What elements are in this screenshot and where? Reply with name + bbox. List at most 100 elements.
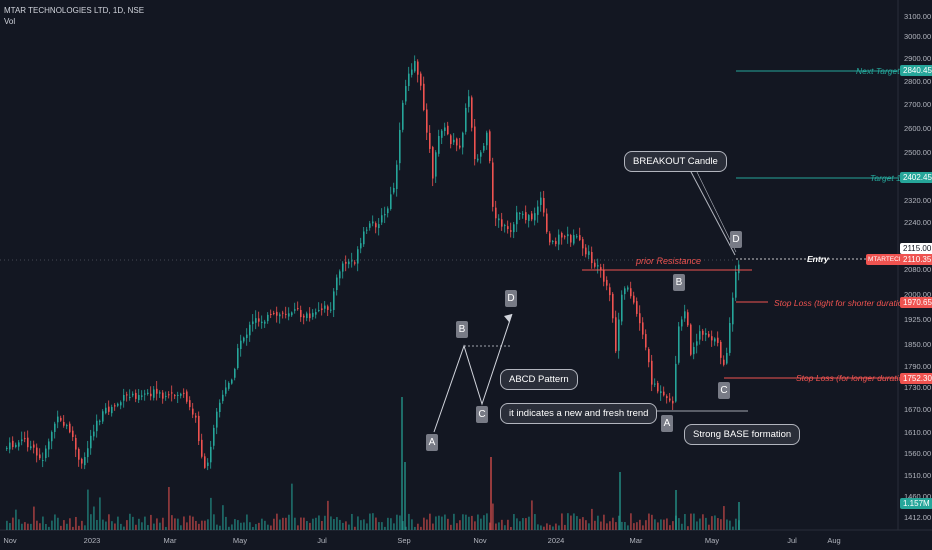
candle-body — [615, 317, 617, 352]
volume-bar — [258, 522, 260, 530]
volume-bar — [636, 522, 638, 530]
symbol-title[interactable]: MTAR TECHNOLOGIES LTD, 1D, NSE — [4, 6, 145, 15]
candle-body — [72, 430, 74, 438]
abcd-pattern-callout[interactable]: ABCD Pattern — [500, 369, 578, 390]
volume-bar — [570, 515, 572, 530]
stop-loss-longer-label: Stop Loss (for longer duration) — [796, 373, 911, 383]
candle-body — [57, 416, 59, 423]
candle-body — [564, 236, 566, 238]
candle-body — [600, 267, 602, 271]
candle-body — [621, 294, 623, 322]
volume-bar — [57, 517, 59, 530]
candle-body — [336, 277, 338, 291]
volume-bar — [645, 520, 647, 530]
time-tick-label: Aug — [827, 536, 840, 545]
candle-body — [423, 83, 425, 110]
volume-indicator-label[interactable]: Vol — [4, 17, 16, 26]
volume-bar — [561, 513, 563, 530]
volume-bar — [78, 525, 80, 530]
price-tick-label: 3100.00 — [904, 12, 931, 21]
volume-bar — [147, 525, 149, 530]
price-tick-label: 1730.00 — [904, 383, 931, 392]
candle-body — [735, 272, 737, 298]
volume-bar — [108, 514, 110, 530]
candle-body — [612, 293, 614, 319]
volume-bar — [300, 517, 302, 530]
volume-bar — [450, 524, 452, 530]
volume-bar — [207, 519, 209, 530]
candle-body — [393, 188, 395, 193]
candle-body — [204, 456, 206, 468]
time-tick-label: Jul — [787, 536, 797, 545]
candle-body — [627, 287, 629, 290]
volume-bar — [531, 500, 533, 530]
volume-bar — [126, 520, 128, 530]
volume-bar — [606, 523, 608, 530]
last-price-tag: 2110.35 — [900, 254, 932, 265]
volume-bar-spike — [490, 457, 492, 530]
volume-bar — [507, 519, 509, 530]
volume-bar — [279, 519, 281, 530]
volume-bar — [486, 513, 488, 530]
volume-bar — [168, 487, 170, 530]
volume-bar — [132, 516, 134, 530]
candle-body — [684, 311, 686, 319]
candle-body — [555, 241, 557, 244]
candle-body — [462, 132, 464, 148]
candle-body — [432, 147, 434, 179]
candle-body — [504, 225, 506, 227]
volume-bar — [192, 516, 194, 530]
volume-bar — [180, 525, 182, 530]
candle-body — [156, 388, 158, 394]
volume-bar — [336, 517, 338, 530]
time-axis[interactable]: Nov 2023 Mar May Jul Sep Nov 2024 Mar May Jul Aug — [3, 536, 840, 545]
candle-body — [546, 213, 548, 232]
volume-bar — [510, 526, 512, 530]
candle-body — [606, 279, 608, 286]
base-formation-callout[interactable]: Strong BASE formation — [684, 424, 801, 445]
volume-bar — [39, 523, 41, 530]
fresh-trend-callout[interactable]: it indicates a new and fresh trend — [500, 403, 658, 424]
candle-body — [438, 136, 440, 154]
candle-body — [36, 447, 38, 456]
volume-bar — [327, 500, 329, 530]
volume-bar — [597, 515, 599, 530]
volume-bar — [621, 521, 623, 530]
volume-bar — [75, 516, 77, 530]
candle-body — [216, 411, 218, 428]
volume-bar — [150, 514, 152, 530]
candle-body — [93, 431, 95, 437]
candle-body — [225, 387, 227, 394]
candle-body — [147, 392, 149, 395]
target-1-price-tag: 2402.45 — [900, 172, 932, 183]
candle-body — [303, 315, 305, 318]
breakout-candle-callout[interactable]: BREAKOUT Candle — [624, 151, 727, 172]
candle-body — [603, 269, 605, 282]
candle-body — [153, 389, 155, 398]
breakout-pointer — [689, 169, 736, 256]
candle-body — [150, 393, 152, 397]
candle-body — [210, 446, 212, 463]
candle-body — [516, 212, 518, 225]
candle-body — [246, 334, 248, 338]
candle-body — [102, 411, 104, 422]
price-axis[interactable]: 3100.00 3000.00 2900.00 2800.00 2700.00 2600.… — [904, 12, 931, 522]
candle-body — [576, 236, 578, 238]
next-target-price-tag: 2840.45 — [900, 65, 932, 76]
candle-body — [342, 263, 344, 272]
price-tick-label: 2240.00 — [904, 218, 931, 227]
candle-body — [330, 309, 332, 311]
candle-body — [66, 425, 68, 427]
candle-body — [501, 219, 503, 227]
volume-bar — [462, 514, 464, 530]
price-tick-label: 2900.00 — [904, 54, 931, 63]
candle-body — [27, 437, 29, 448]
stop-loss-tight-label: Stop Loss (tight for shorter duration) — [774, 298, 911, 308]
volume-bar — [372, 513, 374, 530]
volume-bar — [66, 523, 68, 530]
volume-bar — [666, 518, 668, 530]
time-tick-label: May — [705, 536, 719, 545]
volume-bar — [171, 515, 173, 530]
point-label-c-right: C — [718, 382, 730, 399]
